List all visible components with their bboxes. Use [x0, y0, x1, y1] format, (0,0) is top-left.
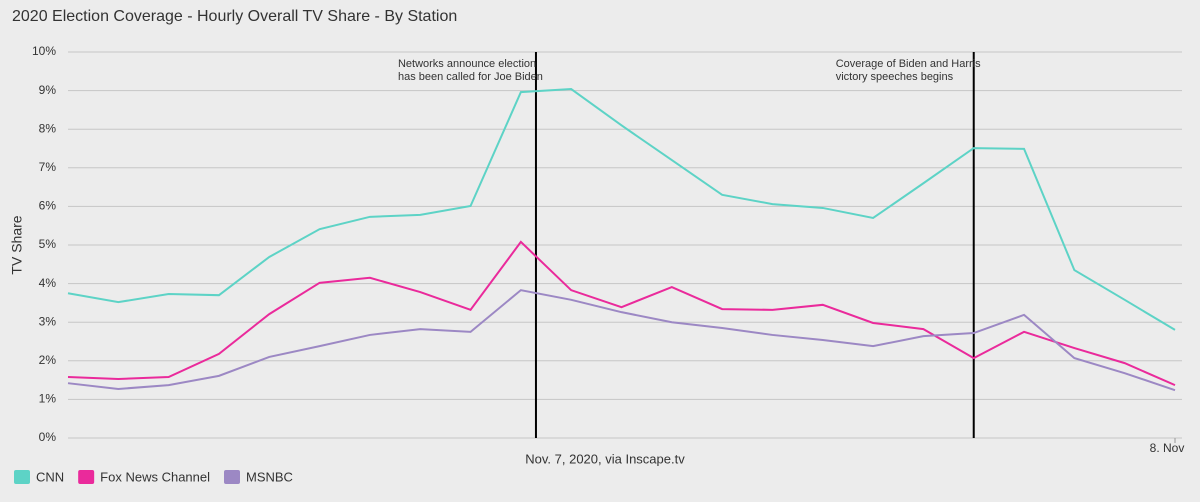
- chart-title: 2020 Election Coverage - Hourly Overall …: [12, 8, 457, 25]
- legend-swatch: [78, 470, 95, 484]
- y-axis-label: TV Share: [9, 215, 25, 274]
- y-tick-label: 9%: [39, 83, 57, 97]
- legend-swatch: [224, 470, 240, 484]
- y-tick-label: 0%: [39, 430, 57, 444]
- y-tick-label: 4%: [39, 276, 57, 290]
- annotation-text: Networks announce election: [398, 58, 536, 70]
- annotation-text: has been called for Joe Biden: [398, 71, 543, 83]
- series-line: [67, 289, 1176, 392]
- series-line: [67, 240, 1176, 387]
- annotation-text: victory speeches begins: [836, 71, 954, 83]
- legend-label: CNN: [36, 469, 64, 484]
- y-tick-label: 3%: [39, 314, 57, 328]
- x-axis-label: Nov. 7, 2020, via Inscape.tv: [525, 451, 685, 466]
- y-tick-label: 2%: [39, 353, 57, 367]
- y-tick-label: 5%: [39, 237, 57, 251]
- y-tick-label: 1%: [39, 392, 57, 406]
- legend-label: MSNBC: [246, 469, 293, 484]
- annotation-text: Coverage of Biden and Harris: [836, 58, 981, 70]
- series-line: [67, 88, 1176, 331]
- y-tick-label: 10%: [32, 44, 56, 58]
- y-tick-label: 6%: [39, 199, 57, 213]
- legend-label: Fox News Channel: [100, 469, 210, 484]
- x-tick-label: 8. Nov: [1150, 441, 1185, 455]
- legend-swatch: [14, 470, 30, 484]
- y-tick-label: 7%: [39, 160, 57, 174]
- y-tick-label: 8%: [39, 121, 57, 135]
